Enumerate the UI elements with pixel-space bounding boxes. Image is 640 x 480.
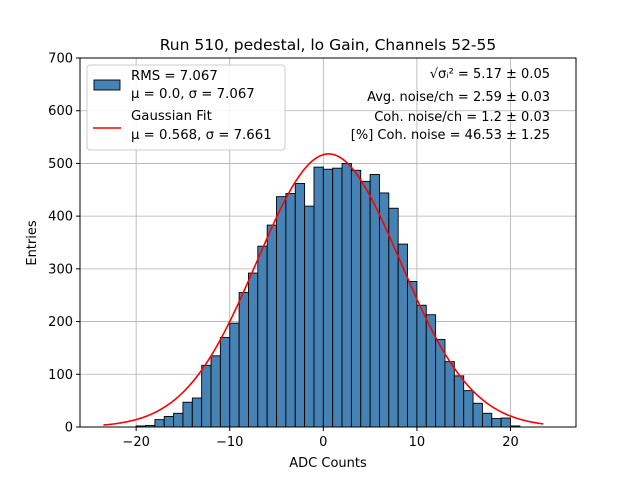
histogram-bar: [248, 272, 259, 428]
histogram-bars: [135, 162, 521, 428]
histogram-bar: [416, 304, 427, 428]
histogram-bar: [304, 205, 315, 428]
histogram-bar: [407, 281, 418, 428]
histogram-bar: [313, 166, 324, 428]
gaussian-fit-curve: [103, 153, 544, 426]
y-tick-label: 700: [48, 52, 73, 67]
legend-histogram-swatch: [93, 79, 121, 91]
legend-histogram-label: RMS = 7.067: [131, 69, 218, 84]
x-tick-label: 20: [502, 435, 519, 450]
histogram-bar: [238, 292, 249, 428]
histogram-bar: [388, 207, 399, 428]
histogram-bar: [341, 162, 352, 428]
histogram-bar: [285, 193, 296, 428]
annotation-coh-noise: Coh. noise/ch = 1.2 ± 0.03: [374, 110, 550, 125]
histogram-bar: [182, 401, 193, 428]
histogram-bar: [379, 192, 390, 428]
legend: RMS = 7.067 μ = 0.0, σ = 7.067 Gaussian …: [86, 64, 286, 151]
chart-title: Run 510, pedestal, lo Gain, Channels 52-…: [160, 36, 497, 54]
legend-fit-label: Gaussian Fit: [131, 109, 212, 124]
histogram-bar: [322, 168, 334, 428]
y-tick-label: 300: [48, 262, 73, 277]
x-axis-ticks: −20 −10 0 10 20: [122, 427, 519, 450]
histogram-bar: [210, 355, 221, 428]
legend-histogram-stats: μ = 0.0, σ = 7.067: [131, 87, 255, 102]
histogram-bar: [163, 416, 175, 428]
x-axis-label: ADC Counts: [289, 456, 367, 471]
y-tick-label: 200: [48, 315, 73, 330]
histogram-bar: [350, 169, 362, 428]
histogram-bar: [191, 397, 203, 428]
y-axis-label: Entries: [25, 220, 40, 266]
y-tick-label: 0: [65, 421, 73, 436]
annotation-avg-noise: Avg. noise/ch = 2.59 ± 0.03: [367, 90, 550, 105]
histogram-bar: [332, 167, 343, 428]
histogram-bar: [219, 336, 231, 428]
histogram-bar: [229, 322, 240, 428]
annotation-coh-noise-percent: [%] Coh. noise = 46.53 ± 1.25: [351, 128, 550, 143]
y-tick-label: 500: [48, 157, 73, 172]
histogram-bar: [257, 245, 268, 428]
y-tick-label: 100: [48, 368, 73, 383]
histogram-bar: [154, 419, 165, 428]
histogram-bar: [444, 361, 455, 428]
histogram-bar: [481, 412, 493, 428]
noise-annotations: √σᵢ² = 5.17 ± 0.05 Avg. noise/ch = 2.59 …: [351, 67, 550, 143]
x-tick-label: −20: [122, 435, 149, 450]
histogram-bar: [425, 314, 437, 428]
histogram-bar: [453, 375, 465, 428]
x-tick-label: −10: [216, 435, 243, 450]
histogram-bar: [173, 412, 184, 428]
legend-box: [86, 64, 286, 151]
x-tick-label: 0: [319, 435, 327, 450]
histogram-bar: [360, 180, 371, 428]
histogram-bar: [397, 243, 408, 428]
histogram-bar: [472, 402, 483, 428]
histogram-bar: [201, 364, 212, 428]
legend-fit-stats: μ = 0.568, σ = 7.661: [131, 128, 272, 143]
histogram-bar: [500, 417, 511, 428]
x-tick-label: 10: [409, 435, 426, 450]
y-axis-ticks: 0 100 200 300 400 500 600 700: [48, 52, 80, 436]
y-tick-label: 600: [48, 104, 73, 119]
y-tick-label: 400: [48, 210, 73, 225]
histogram-bar: [491, 418, 502, 428]
histogram-bar: [294, 183, 306, 428]
histogram-bar: [266, 224, 277, 428]
histogram-bar: [276, 196, 287, 428]
histogram-bar: [463, 390, 474, 428]
plot-frame: [79, 57, 577, 428]
annotation-sigma: √σᵢ² = 5.17 ± 0.05: [430, 67, 550, 82]
